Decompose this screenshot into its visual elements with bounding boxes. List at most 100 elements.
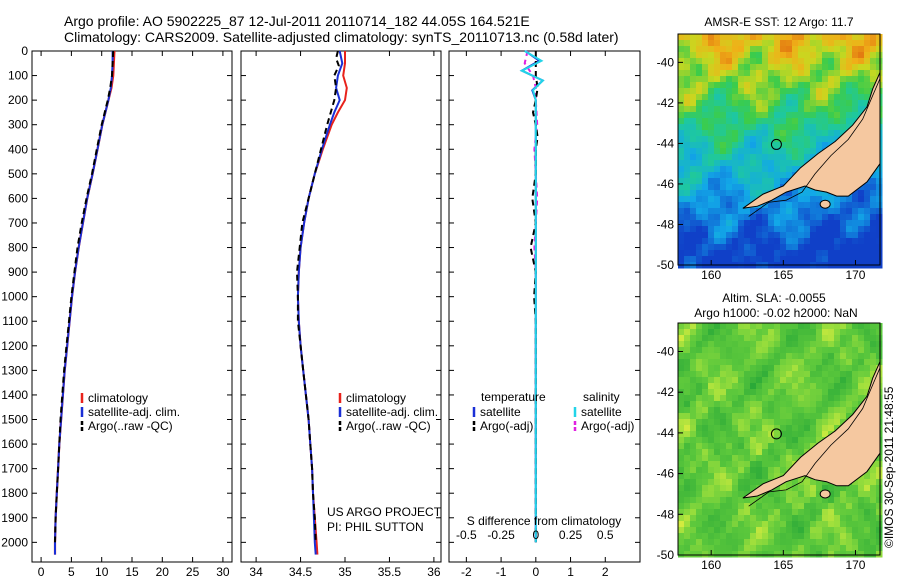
y-tick-label: -48 (657, 217, 675, 231)
x-tick-label: 5 (68, 565, 75, 579)
x-tick-label: 0 (38, 565, 45, 579)
x-tick-label: 34 (249, 565, 263, 579)
x-tick-label: 0 (532, 565, 539, 579)
y-tick-label: -40 (657, 55, 675, 69)
legend-entry: Argo(-adj) (581, 419, 634, 433)
x-tick-label: 35.5 (378, 565, 402, 579)
series-satellite-adj (54, 51, 114, 555)
x-tick-label: 25 (186, 565, 200, 579)
x-top-tick-label: -0.25 (487, 528, 515, 542)
y-tick-label: 500 (8, 167, 28, 181)
legend-title-temperature: temperature (481, 390, 546, 404)
y-tick-label: -46 (657, 467, 675, 481)
x-top-tick-label: -0.5 (456, 528, 477, 542)
series-sal-satellite (519, 50, 545, 543)
x-tick-label: 15 (125, 565, 139, 579)
x-tick-label: 160 (701, 558, 721, 572)
depth-contour (748, 367, 881, 507)
depth-contour (748, 78, 881, 217)
x-tick-label: 165 (773, 268, 793, 282)
legend-entry: satellite (480, 405, 521, 419)
pi-annotation: PI: PHIL SUTTON (327, 520, 424, 534)
y-tick-label: -44 (657, 426, 675, 440)
y-tick-label: 300 (8, 118, 28, 132)
figure-title-line1: Argo profile: AO 5902225_87 12-Jul-2011 … (64, 13, 530, 29)
y-tick-label: 1300 (1, 363, 28, 377)
y-tick-label: -42 (657, 96, 675, 110)
x-tick-label: 170 (845, 268, 865, 282)
y-tick-label: -50 (657, 258, 675, 272)
y-tick-label: 800 (8, 241, 28, 255)
map-sla_map: 160 165 170 -40 -42 -44 -46 -48 -50 Altim. SLA: -… (657, 291, 883, 572)
x-tick-label: 30 (216, 565, 230, 579)
y-tick-label: 1700 (1, 462, 28, 476)
x-tick-label: 35 (338, 565, 352, 579)
y-tick-label: 400 (8, 142, 28, 156)
map-raster (678, 34, 883, 269)
x-top-tick-label: 0.25 (559, 528, 583, 542)
x-tick-label: 36 (427, 565, 441, 579)
plot-frame (448, 50, 641, 563)
y-tick-label: 700 (8, 216, 28, 230)
y-tick-label: 1600 (1, 437, 28, 451)
x-tick-label: -2 (461, 565, 472, 579)
x-tick-label: 34.5 (289, 565, 313, 579)
y-tick-label: -44 (657, 136, 675, 150)
y-tick-label: 0 (21, 44, 28, 58)
y-tick-label: 600 (8, 191, 28, 205)
x-tick-label: 10 (95, 565, 109, 579)
legend-entry: satellite-adj. clim. (346, 405, 438, 419)
x-tick-label: 165 (773, 558, 793, 572)
island (819, 199, 831, 209)
map-layer: 160 165 170 -40 -42 -44 -46 -48 -50 AMSR-E SST: 1… (657, 15, 883, 572)
map-frame (677, 33, 881, 266)
map-sst_map: 160 165 170 -40 -42 -44 -46 -48 -50 AMSR-E SST: 1… (657, 15, 883, 282)
island (819, 489, 831, 499)
legend-entry: satellite-adj. clim. (88, 405, 180, 419)
series-argo (54, 50, 115, 543)
y-tick-label: -50 (657, 548, 675, 562)
legend-entry: Argo(..raw -QC) (88, 419, 173, 433)
y-tick-label: 100 (8, 69, 28, 83)
x-tick-label: 170 (845, 558, 865, 572)
y-tick-label: -46 (657, 177, 675, 191)
legend-entry: climatology (88, 391, 148, 405)
legend-title-salinity: salinity (583, 390, 620, 404)
y-tick-label: 1200 (1, 339, 28, 353)
y-tick-label: 1000 (1, 290, 28, 304)
x-top-tick-label: 0.5 (597, 528, 614, 542)
legend-entry: satellite (581, 405, 622, 419)
plot-frame (240, 50, 442, 563)
x-tick-label: 2 (602, 565, 609, 579)
y-tick-label: 1400 (1, 388, 28, 402)
x-top-axis-label: S difference from climatology (467, 514, 622, 528)
x-tick-label: -1 (496, 565, 507, 579)
legend-entry: climatology (346, 391, 406, 405)
sla-map-title-line1: Altim. SLA: -0.0055 (722, 291, 826, 305)
y-tick-label: -42 (657, 385, 675, 399)
y-tick-label: -48 (657, 507, 675, 521)
project-annotation: US ARGO PROJECT (327, 505, 442, 519)
map-frame (677, 322, 881, 556)
figure-title-line2: Climatology: CARS2009. Satellite-adjuste… (64, 29, 619, 45)
argo-float-marker (770, 428, 782, 440)
y-tick-label: 1800 (1, 486, 28, 500)
sla-map-title-line2: Argo h1000: -0.02 h2000: NaN (694, 306, 857, 320)
panel-salinity: 3434.53535.536salinityclimatologysatelli… (240, 50, 442, 580)
y-tick-label: -40 (657, 344, 675, 358)
x-tick-label: 160 (701, 268, 721, 282)
y-tick-label: 1900 (1, 511, 28, 525)
x-tick-label: 1 (567, 565, 574, 579)
panel-temperature: 0 5 10 15 20 25 300100200300400500600700800900… (1, 44, 233, 580)
legend-entry: Argo(..raw -QC) (346, 419, 431, 433)
series-argo (295, 50, 340, 543)
argo-float-marker (770, 138, 782, 150)
sst-map-title: AMSR-E SST: 12 Argo: 11.7 (704, 15, 854, 29)
plot-frame (31, 50, 233, 563)
legend-entry: Argo(-adj) (480, 419, 533, 433)
